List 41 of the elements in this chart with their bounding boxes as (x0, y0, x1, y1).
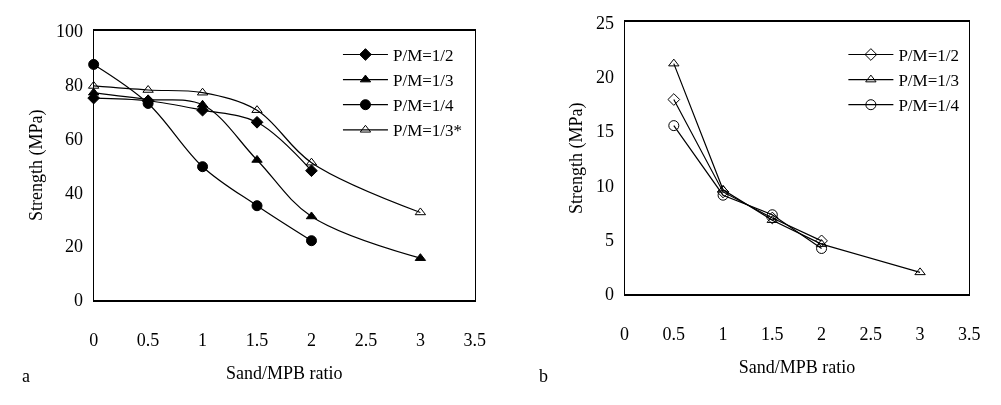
y-tick-label: 40 (65, 182, 84, 203)
x-tick-label: 3 (415, 329, 425, 350)
x-tick-label: 0.5 (136, 329, 160, 350)
y-tick-label: 15 (595, 121, 614, 142)
y-axis-title: Strength (MPa) (566, 102, 588, 214)
legend-label: P/M=1/3 (392, 71, 454, 91)
y-tick-label: 20 (595, 66, 614, 87)
y-axis-title: Strength (MPa) (26, 109, 48, 222)
legend-label: P/M=1/3* (392, 121, 463, 141)
x-tick-label: 3.5 (958, 323, 981, 344)
x-tick-label: 2.5 (354, 329, 378, 350)
y-tick-label: 60 (65, 128, 84, 149)
y-tick-label: 20 (65, 236, 84, 257)
x-tick-label: 1 (718, 323, 728, 344)
x-axis-title: Sand/MPB ratio (225, 363, 343, 384)
x-tick-label: 2 (306, 329, 316, 350)
y-tick-label: 0 (74, 290, 84, 311)
x-tick-label: 1.5 (245, 329, 269, 350)
x-tick-label: 2.5 (859, 323, 883, 344)
legend-label: P/M=1/2 (392, 46, 454, 66)
text: b (539, 366, 548, 386)
x-axis-title: Sand/MPB ratio (738, 357, 856, 378)
x-tick-label: 0 (620, 323, 630, 344)
x-tick-label: 2 (817, 323, 827, 344)
x-tick-label: 0.5 (662, 323, 686, 344)
legend-label: P/M=1/2 (898, 46, 959, 66)
y-tick-label: 10 (595, 175, 614, 196)
x-tick-label: 3 (915, 323, 925, 344)
x-tick-label: 1 (198, 329, 208, 350)
y-tick-label: 5 (604, 230, 614, 251)
legend-label: P/M=1/4 (898, 96, 960, 116)
x-tick-label: 3.5 (463, 329, 487, 350)
y-tick-label: 0 (604, 284, 614, 305)
text: a (22, 366, 30, 386)
y-tick-label: 100 (56, 21, 84, 42)
legend-label: P/M=1/3 (898, 71, 959, 91)
x-tick-label: 0 (89, 329, 99, 350)
legend-label: P/M=1/4 (392, 96, 455, 116)
y-tick-label: 80 (65, 74, 84, 95)
y-tick-label: 25 (595, 12, 614, 33)
x-tick-label: 1.5 (761, 323, 784, 344)
